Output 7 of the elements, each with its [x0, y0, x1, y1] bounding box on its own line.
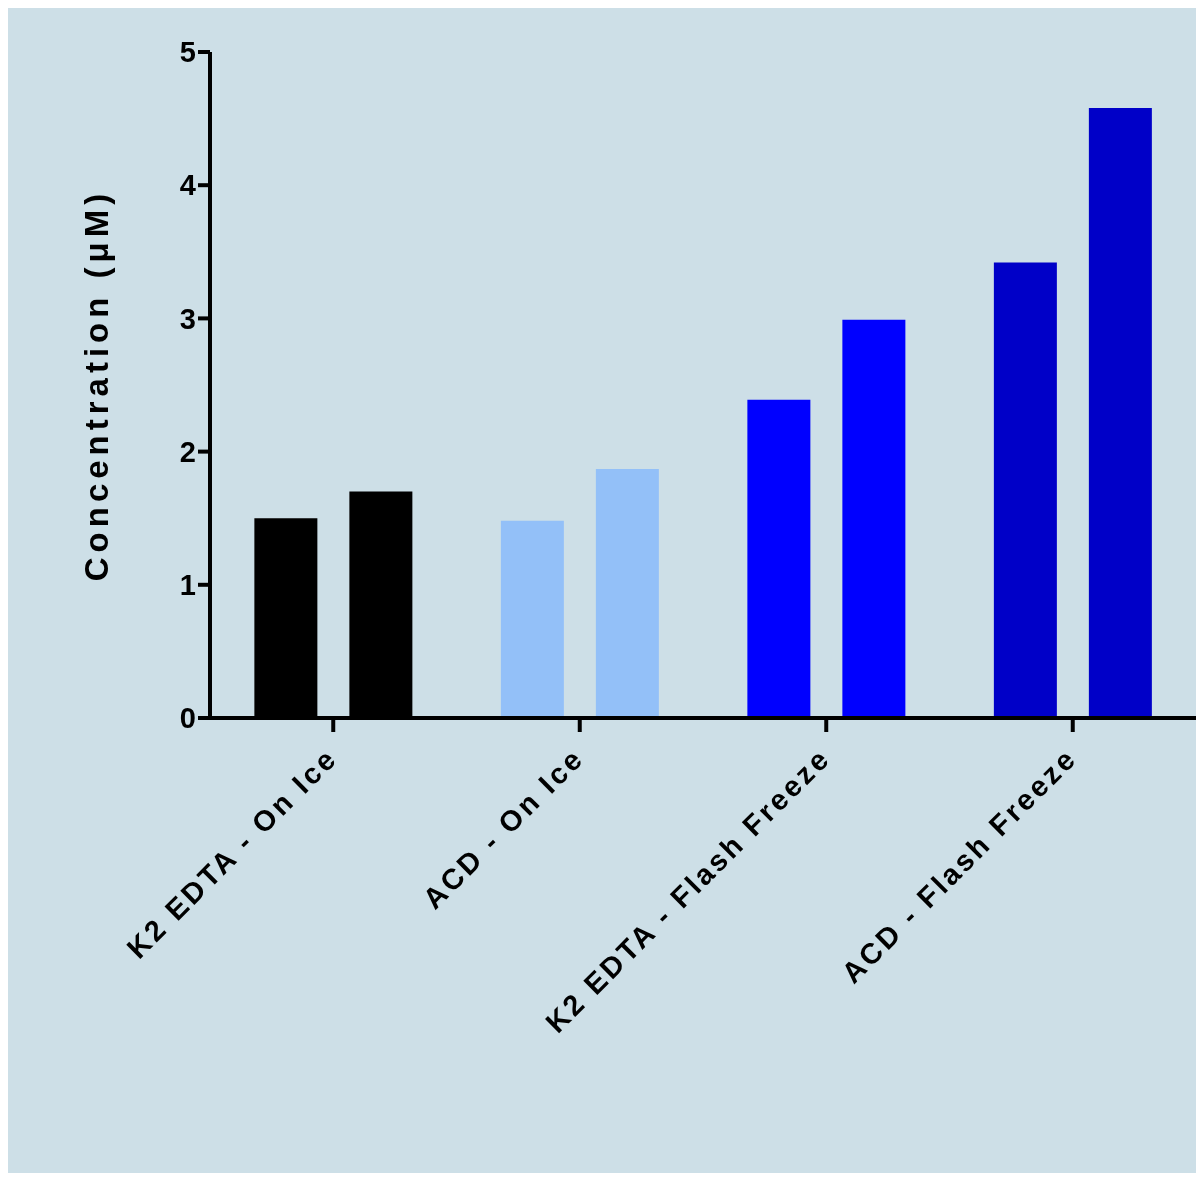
y-tick-label: 3 — [179, 302, 196, 335]
y-axis-title: Concentration (μM) — [77, 188, 115, 582]
y-tick-label: 5 — [179, 36, 196, 69]
y-tick-label: 0 — [179, 702, 196, 735]
y-tick-label: 1 — [179, 569, 196, 602]
y-tick-label: 4 — [179, 169, 196, 202]
y-tick-label: 2 — [179, 435, 196, 468]
